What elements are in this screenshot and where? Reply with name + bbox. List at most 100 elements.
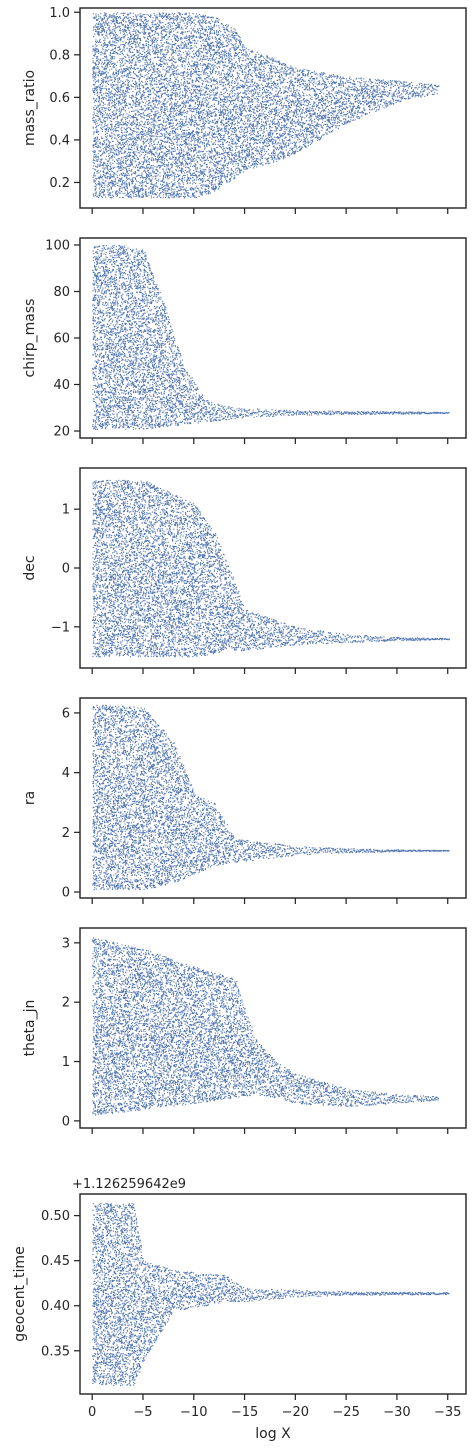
scatter-point bbox=[116, 20, 118, 22]
scatter-point bbox=[127, 192, 130, 194]
scatter-point bbox=[168, 193, 170, 195]
scatter-point bbox=[134, 177, 136, 179]
scatter-point bbox=[177, 39, 180, 41]
scatter-point bbox=[137, 51, 139, 54]
scatter-point bbox=[150, 69, 152, 71]
scatter-point bbox=[100, 192, 103, 194]
scatter-point bbox=[179, 187, 181, 189]
scatter-point bbox=[170, 186, 172, 188]
scatter-point bbox=[164, 15, 166, 18]
scatter-point bbox=[107, 150, 109, 152]
scatter-point bbox=[128, 17, 130, 19]
scatter-point bbox=[115, 191, 117, 193]
scatter-point bbox=[118, 22, 120, 25]
scatter-point bbox=[146, 131, 148, 134]
scatter-point bbox=[118, 96, 120, 98]
scatter-point bbox=[180, 131, 183, 133]
scatter-point bbox=[166, 52, 168, 54]
scatter-point bbox=[130, 160, 132, 162]
scatter-point bbox=[141, 75, 143, 78]
scatter-point bbox=[116, 22, 118, 24]
scatter-point bbox=[133, 188, 135, 190]
scatter-point bbox=[166, 115, 168, 117]
scatter-point bbox=[110, 23, 112, 25]
scatter-point bbox=[113, 152, 115, 154]
scatter-point bbox=[100, 150, 102, 152]
scatter-point bbox=[105, 92, 107, 94]
scatter-point bbox=[136, 128, 138, 130]
scatter-point bbox=[174, 36, 176, 38]
scatter-point bbox=[153, 93, 155, 95]
scatter-point bbox=[102, 73, 104, 75]
scatter-point bbox=[115, 182, 117, 184]
scatter-point bbox=[115, 64, 118, 66]
scatter-point bbox=[148, 101, 150, 103]
scatter-point bbox=[124, 184, 126, 186]
scatter-point bbox=[175, 104, 177, 106]
scatter-point bbox=[170, 116, 172, 118]
scatter-point bbox=[170, 168, 172, 170]
scatter-point bbox=[121, 62, 123, 64]
scatter-point bbox=[126, 65, 128, 67]
scatter-point bbox=[98, 180, 100, 183]
scatter-point bbox=[180, 16, 183, 18]
scatter-point bbox=[126, 17, 128, 19]
scatter-point bbox=[160, 15, 162, 17]
scatter-point bbox=[155, 24, 157, 26]
scatter-point bbox=[152, 38, 154, 40]
scatter-point bbox=[149, 34, 151, 36]
scatter-point bbox=[137, 152, 139, 154]
scatter-point bbox=[122, 43, 124, 46]
scatter-point bbox=[103, 18, 105, 20]
scatter-point bbox=[177, 170, 179, 172]
scatter-point bbox=[119, 138, 121, 140]
scatter-point bbox=[154, 116, 156, 118]
scatter-point bbox=[137, 60, 139, 62]
scatter-point bbox=[95, 100, 97, 102]
scatter-point bbox=[124, 138, 126, 140]
scatter-point bbox=[100, 31, 102, 33]
scatter-point bbox=[123, 50, 125, 52]
scatter-point bbox=[172, 158, 174, 160]
scatter-point bbox=[97, 161, 99, 163]
scatter-point bbox=[152, 123, 154, 125]
scatter-point bbox=[100, 190, 102, 192]
scatter-point bbox=[154, 37, 156, 39]
scatter-point bbox=[128, 20, 130, 22]
scatter-point bbox=[109, 30, 111, 32]
scatter-point bbox=[124, 157, 127, 159]
scatter-point bbox=[116, 193, 118, 195]
scatter-point bbox=[111, 145, 113, 147]
scatter-point bbox=[159, 119, 161, 121]
scatter-point bbox=[147, 81, 149, 83]
scatter-point bbox=[165, 131, 167, 133]
scatter-point bbox=[113, 16, 115, 18]
scatter-point bbox=[94, 33, 96, 35]
scatter-point bbox=[92, 126, 94, 128]
scatter-point bbox=[126, 171, 128, 173]
scatter-point bbox=[97, 72, 99, 74]
scatter-point bbox=[128, 62, 131, 64]
scatter-point bbox=[176, 173, 179, 175]
scatter-point bbox=[135, 144, 137, 146]
scatter-point bbox=[169, 158, 171, 160]
scatter-point bbox=[156, 129, 158, 131]
scatter-point bbox=[166, 42, 168, 44]
scatter-point bbox=[137, 174, 139, 177]
scatter-point bbox=[155, 31, 157, 33]
scatter-point bbox=[94, 55, 96, 57]
scatter-point bbox=[137, 14, 139, 16]
scatter-point bbox=[112, 151, 114, 153]
scatter-point bbox=[117, 22, 119, 24]
scatter-point bbox=[108, 28, 110, 30]
scatter-point bbox=[144, 124, 146, 126]
scatter-point bbox=[114, 52, 116, 54]
scatter-point bbox=[168, 32, 170, 34]
scatter-point bbox=[149, 115, 151, 117]
scatter-point bbox=[95, 60, 98, 62]
scatter-point bbox=[151, 132, 153, 134]
scatter-point bbox=[114, 81, 116, 83]
scatter-point bbox=[123, 47, 125, 49]
scatter-point bbox=[123, 64, 125, 66]
scatter-point bbox=[119, 94, 121, 96]
